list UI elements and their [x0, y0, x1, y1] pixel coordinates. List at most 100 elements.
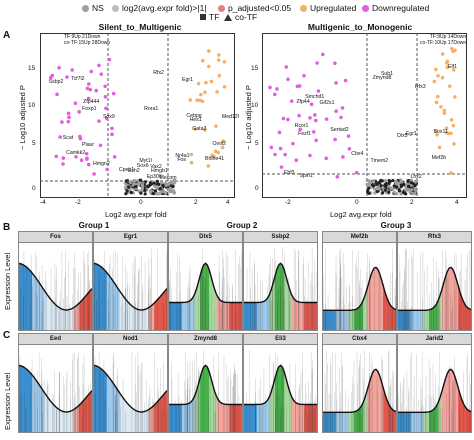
volcano-point-up — [434, 67, 438, 72]
volcano-point-down — [104, 106, 108, 111]
expression-panel-plot — [169, 248, 242, 330]
volcano-point-down — [66, 111, 71, 116]
volcano-point-ns — [386, 184, 391, 189]
volcano-point-down — [321, 52, 325, 57]
volcano-point-down — [65, 75, 69, 79]
volcano-point-down — [273, 152, 277, 157]
expression-trend-line — [398, 266, 471, 312]
volcano-point-ns — [164, 191, 168, 195]
volcano-point-ns — [137, 181, 141, 185]
volcano-point-down — [73, 101, 78, 105]
volcano-point-up — [207, 64, 211, 69]
gene-label: Sub1 — [380, 70, 394, 77]
v1-xtick: 2 — [194, 199, 198, 206]
expression-panel-plot — [398, 247, 471, 330]
volcano-point-down — [84, 151, 89, 156]
expression-panel-gene: Jarid2 — [398, 334, 471, 345]
gene-label: Scat — [62, 135, 74, 142]
volcano-point-ns — [407, 184, 411, 188]
volcano-point-up — [434, 100, 439, 105]
expression-region-dark — [354, 402, 364, 432]
volcano-point-up — [216, 58, 221, 62]
gene-label: Hmgb1 — [151, 168, 168, 175]
volcano-point-down — [324, 156, 328, 161]
volcano-point-ns — [395, 192, 399, 196]
expression-region-dark — [398, 310, 411, 330]
gene-label: Mef2b — [431, 154, 447, 161]
volcano-point-ns — [148, 189, 153, 193]
volcano-point-down — [277, 130, 282, 135]
volcano-point-up — [440, 75, 445, 80]
panel-b-letter: B — [3, 222, 11, 233]
expression-region-dark — [323, 412, 336, 432]
expression-panel-gene: Rfx3 — [398, 232, 471, 243]
expression-panel: Ssbp2 — [243, 231, 318, 331]
legend-cotf: co-TF — [224, 12, 257, 22]
volcano2-ylabel: − Log10 adjusted P — [244, 85, 253, 150]
gene-label: Fos — [177, 156, 186, 163]
volcano-point-down — [354, 170, 359, 175]
v1-xtick: -4 — [40, 199, 46, 206]
expression-trend-line — [19, 364, 92, 413]
volcano-point-down — [86, 96, 91, 101]
volcano-point-ns — [381, 191, 385, 195]
expression-panel: Fos — [18, 231, 93, 331]
volcano-point-down — [61, 162, 65, 166]
group3-title: Group 3 — [380, 221, 412, 230]
volcano-point-down — [281, 116, 286, 121]
volcano-point-ns — [152, 181, 156, 185]
expression-region-dark — [323, 310, 336, 330]
group1-title: Group 1 — [78, 221, 110, 230]
expression-panel: Cbx4 — [322, 333, 397, 433]
volcano-point-up — [432, 79, 437, 84]
volcano-point-ns — [404, 192, 408, 196]
volcano-point-down — [103, 94, 108, 99]
volcano-point-down — [111, 91, 116, 96]
volcano-point-up — [444, 126, 449, 131]
volcano-point-down — [86, 82, 91, 86]
volcano-point-ns — [404, 184, 408, 189]
volcano-point-up — [451, 123, 456, 128]
volcano-point-up — [193, 127, 198, 131]
volcano-point-ns — [140, 183, 144, 187]
gene-label: Mecom — [159, 174, 177, 181]
volcano-point-ns — [392, 184, 396, 188]
volcano-point-down — [78, 136, 83, 141]
expression-region — [44, 290, 74, 330]
gene-label: Tmem2 — [370, 158, 389, 165]
v1-ytick: 0 — [32, 185, 36, 192]
volcano-point-up — [216, 53, 221, 57]
volcano-point-ns — [170, 179, 174, 183]
volcano-point-up — [200, 58, 205, 63]
volcano-point-down — [269, 145, 274, 150]
volcano-point-down — [107, 57, 112, 62]
volcano-point-down — [315, 61, 319, 65]
volcano-point-ns — [127, 185, 131, 189]
volcano-point-down — [48, 75, 53, 80]
volcano-point-down — [94, 88, 99, 93]
volcano-point-ns — [366, 189, 370, 193]
expression-region-dark — [154, 390, 167, 432]
volcano-point-ns — [132, 178, 136, 182]
expression-panel: Eed — [18, 333, 93, 433]
volcano-point-up — [189, 152, 194, 157]
volcano-point-ns — [392, 190, 396, 194]
volcano-point-ns — [365, 183, 369, 188]
volcano-point-ns — [158, 191, 162, 195]
legend-item-down: Downregulated — [362, 3, 429, 13]
volcano2-plot — [262, 33, 467, 198]
volcano-point-down — [297, 84, 302, 88]
gene-label: Cbx4 — [351, 150, 364, 157]
volcano-point-ns — [139, 191, 143, 195]
volcano-point-ns — [365, 178, 369, 182]
expression-panel-plot — [323, 349, 396, 432]
expression-panel-gene: Nod1 — [94, 334, 167, 345]
volcano-point-ns — [138, 178, 143, 182]
volcano-point-up — [203, 128, 207, 132]
volcano-point-up — [442, 111, 447, 116]
expression-region-dark — [79, 288, 92, 330]
volcano-point-ns — [395, 185, 399, 189]
volcano-point-down — [286, 77, 290, 82]
gene-label: Lhx2 — [410, 174, 422, 181]
volcano-point-down — [314, 138, 318, 143]
